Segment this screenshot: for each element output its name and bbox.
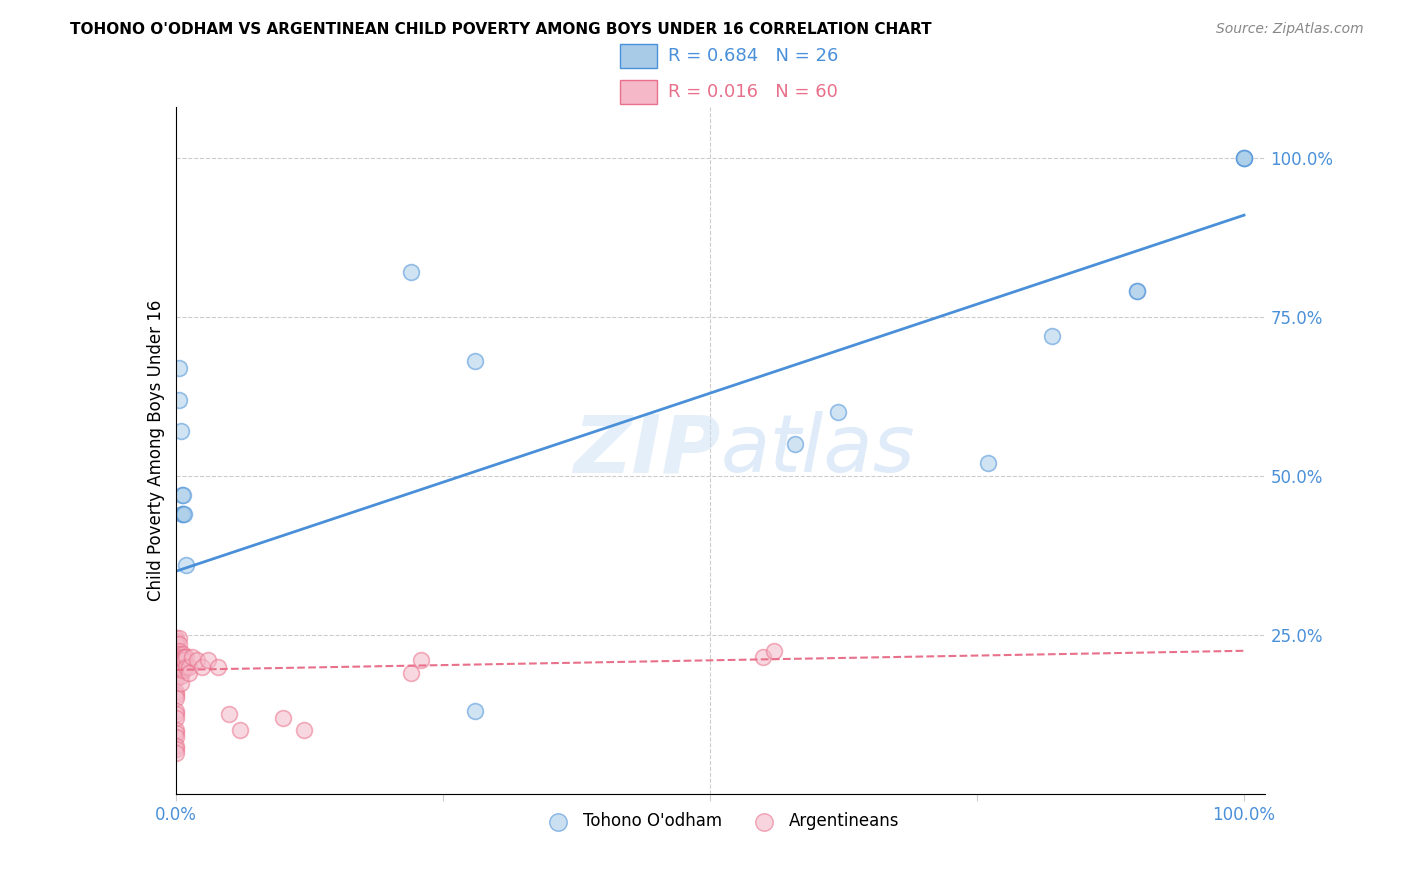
Point bbox=[165, 726, 187, 740]
Point bbox=[176, 650, 198, 665]
Point bbox=[218, 707, 240, 722]
Point bbox=[172, 507, 194, 521]
Point bbox=[197, 653, 219, 667]
Point bbox=[180, 650, 202, 665]
Point bbox=[229, 723, 252, 738]
Legend: Tohono O'odham, Argentineans: Tohono O'odham, Argentineans bbox=[534, 805, 907, 837]
Point bbox=[186, 653, 208, 667]
Point bbox=[165, 666, 187, 681]
Point bbox=[167, 644, 190, 658]
Point bbox=[827, 405, 849, 419]
Point bbox=[167, 360, 190, 375]
Point bbox=[762, 644, 785, 658]
Point bbox=[177, 666, 200, 681]
Text: TOHONO O'ODHAM VS ARGENTINEAN CHILD POVERTY AMONG BOYS UNDER 16 CORRELATION CHAR: TOHONO O'ODHAM VS ARGENTINEAN CHILD POVE… bbox=[70, 22, 932, 37]
Point bbox=[176, 659, 198, 673]
Point bbox=[165, 631, 187, 645]
Text: Source: ZipAtlas.com: Source: ZipAtlas.com bbox=[1216, 22, 1364, 37]
Point bbox=[165, 657, 187, 671]
Point bbox=[165, 644, 187, 658]
Point bbox=[464, 704, 486, 718]
Point bbox=[165, 730, 187, 744]
Point bbox=[1233, 151, 1256, 165]
Point bbox=[165, 659, 187, 673]
Point bbox=[165, 742, 187, 756]
Point bbox=[165, 650, 187, 665]
Point bbox=[165, 663, 187, 677]
Point bbox=[752, 650, 775, 665]
Point bbox=[170, 425, 193, 439]
Point bbox=[177, 659, 200, 673]
Point bbox=[165, 685, 187, 699]
Point bbox=[170, 669, 193, 683]
Point bbox=[172, 650, 194, 665]
Point bbox=[165, 710, 187, 724]
Point bbox=[165, 673, 187, 687]
Point bbox=[167, 647, 190, 661]
Point bbox=[172, 663, 194, 677]
Point bbox=[173, 650, 195, 665]
Point bbox=[1040, 329, 1063, 343]
Point bbox=[167, 631, 190, 645]
Point bbox=[165, 739, 187, 754]
Point bbox=[191, 659, 214, 673]
Point bbox=[173, 653, 195, 667]
Point bbox=[1233, 151, 1256, 165]
Point bbox=[165, 637, 187, 651]
FancyBboxPatch shape bbox=[620, 44, 657, 69]
Point bbox=[165, 669, 187, 683]
Point bbox=[165, 634, 187, 648]
Point bbox=[207, 659, 229, 673]
Text: atlas: atlas bbox=[721, 411, 915, 490]
FancyBboxPatch shape bbox=[620, 79, 657, 104]
Point bbox=[292, 723, 315, 738]
Point bbox=[1126, 285, 1149, 299]
Point bbox=[167, 637, 190, 651]
Point bbox=[165, 723, 187, 738]
Point bbox=[399, 666, 422, 681]
Text: R = 0.016   N = 60: R = 0.016 N = 60 bbox=[668, 83, 838, 101]
Point bbox=[170, 657, 193, 671]
Point bbox=[172, 653, 194, 667]
Point bbox=[170, 659, 193, 673]
Point bbox=[172, 659, 194, 673]
Point bbox=[165, 704, 187, 718]
Point bbox=[176, 558, 198, 572]
Point bbox=[172, 488, 194, 502]
Point bbox=[785, 437, 807, 451]
Point bbox=[1233, 151, 1256, 165]
Y-axis label: Child Poverty Among Boys Under 16: Child Poverty Among Boys Under 16 bbox=[146, 300, 165, 601]
Point bbox=[464, 354, 486, 368]
Point bbox=[399, 265, 422, 279]
Point bbox=[170, 675, 193, 690]
Point bbox=[167, 392, 190, 407]
Point bbox=[165, 691, 187, 706]
Point bbox=[172, 507, 194, 521]
Text: ZIP: ZIP bbox=[574, 411, 721, 490]
Point bbox=[411, 653, 433, 667]
Point bbox=[170, 663, 193, 677]
Point bbox=[271, 710, 294, 724]
Point bbox=[172, 488, 194, 502]
Point bbox=[165, 653, 187, 667]
Point bbox=[165, 707, 187, 722]
Point bbox=[976, 456, 998, 470]
Point bbox=[173, 507, 195, 521]
Point bbox=[165, 688, 187, 702]
Point bbox=[167, 653, 190, 667]
Point bbox=[167, 650, 190, 665]
Point bbox=[172, 647, 194, 661]
Text: R = 0.684   N = 26: R = 0.684 N = 26 bbox=[668, 47, 838, 65]
Point bbox=[1126, 285, 1149, 299]
Point bbox=[165, 746, 187, 760]
